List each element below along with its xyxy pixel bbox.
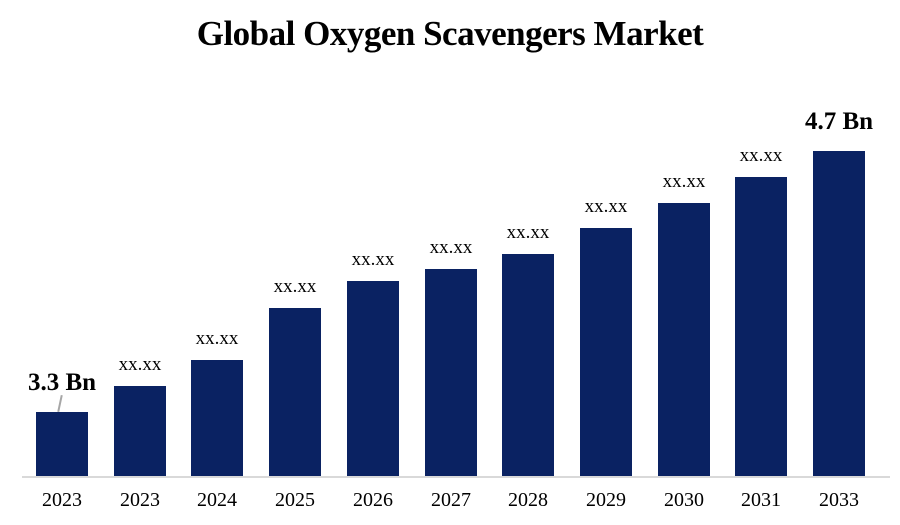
bar-value-label: 3.3 Bn <box>27 369 97 396</box>
bar <box>658 203 710 476</box>
x-axis-label: 2028 <box>508 489 548 511</box>
x-axis-label: 2033 <box>819 489 859 511</box>
bar <box>735 177 787 476</box>
x-axis-line <box>22 476 890 478</box>
bar-value-label: xx.xx <box>273 276 317 297</box>
x-axis-label: 2024 <box>197 489 237 511</box>
bar-value-label: xx.xx <box>429 237 473 258</box>
bar-value-label: xx.xx <box>351 249 395 270</box>
x-axis-label: 2023 <box>120 489 160 511</box>
bar <box>269 308 321 476</box>
x-axis-label: 2025 <box>275 489 315 511</box>
x-axis-label: 2023 <box>42 489 82 511</box>
bar <box>191 360 243 476</box>
bar-value-label: xx.xx <box>739 145 783 166</box>
bar <box>347 281 399 476</box>
bar-value-label: xx.xx <box>118 354 162 375</box>
x-axis-label: 2031 <box>741 489 781 511</box>
bar-value-label: xx.xx <box>506 222 550 243</box>
bar-value-label: xx.xx <box>662 171 706 192</box>
x-axis-label: 2029 <box>586 489 626 511</box>
bar <box>580 228 632 476</box>
bar <box>36 412 88 476</box>
x-axis-label: 2026 <box>353 489 393 511</box>
bar <box>114 386 166 476</box>
bar-value-label: xx.xx <box>584 196 628 217</box>
bar <box>425 269 477 476</box>
x-axis-label: 2027 <box>431 489 471 511</box>
bar <box>502 254 554 476</box>
bar-value-label: 4.7 Bn <box>804 108 874 135</box>
x-axis-label: 2030 <box>664 489 704 511</box>
chart-title: Global Oxygen Scavengers Market <box>196 14 704 53</box>
bar-value-label: xx.xx <box>195 328 239 349</box>
bar <box>813 151 865 476</box>
